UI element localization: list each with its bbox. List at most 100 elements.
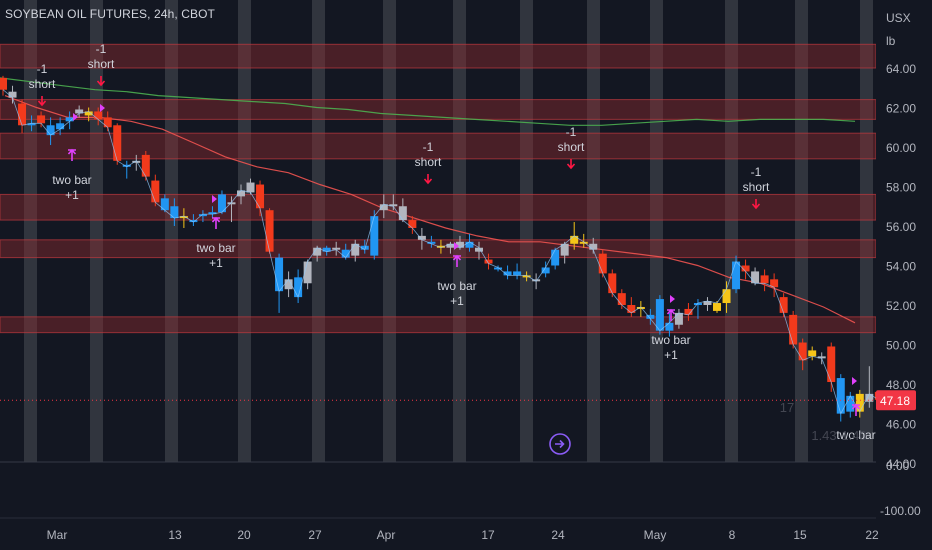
candle[interactable] (665, 312, 674, 337)
candle-body (494, 267, 503, 270)
candle[interactable] (151, 174, 160, 207)
candle[interactable] (179, 208, 188, 228)
candle[interactable] (560, 241, 569, 264)
candle[interactable] (398, 198, 407, 223)
candle-body (627, 305, 636, 313)
replay-logo-icon[interactable] (548, 432, 572, 456)
candle-body (122, 164, 131, 167)
candle[interactable] (617, 289, 626, 309)
zone-band (0, 193, 877, 221)
long-signal[interactable]: two bar (836, 403, 876, 442)
candle[interactable] (265, 208, 274, 254)
candle[interactable] (46, 117, 55, 146)
candle[interactable] (275, 253, 284, 313)
candle[interactable] (770, 273, 779, 298)
candle[interactable] (722, 281, 731, 313)
candle[interactable] (217, 190, 226, 215)
candle[interactable] (541, 261, 550, 278)
candle[interactable] (513, 263, 522, 280)
long-signal[interactable]: two bar+1 (196, 216, 236, 270)
candle[interactable] (579, 233, 588, 248)
candle[interactable] (636, 301, 645, 317)
candle[interactable] (494, 265, 503, 272)
candle[interactable] (227, 196, 236, 223)
candle[interactable] (122, 160, 131, 179)
long-signal[interactable]: two bar+1 (437, 254, 477, 308)
candle[interactable] (160, 194, 169, 213)
candle[interactable] (18, 99, 27, 134)
candle[interactable] (8, 85, 17, 104)
candle[interactable] (503, 265, 512, 280)
candle[interactable] (322, 245, 331, 256)
candle[interactable] (132, 154, 141, 171)
candle[interactable] (189, 214, 198, 226)
candle[interactable] (284, 271, 293, 298)
candle[interactable] (855, 389, 864, 418)
candle[interactable] (674, 308, 683, 329)
time-axis[interactable] (0, 518, 932, 550)
candle[interactable] (84, 107, 93, 122)
candle[interactable] (417, 227, 426, 250)
candle[interactable] (332, 241, 341, 256)
candle[interactable] (246, 178, 255, 195)
candle[interactable] (693, 299, 702, 319)
candle[interactable] (760, 269, 769, 292)
candle-body (722, 289, 731, 304)
candle[interactable] (741, 259, 750, 280)
candle[interactable] (827, 342, 836, 392)
candle-body (170, 206, 179, 219)
candle[interactable] (484, 253, 493, 270)
candle[interactable] (94, 107, 103, 126)
candle[interactable] (436, 239, 445, 254)
candle[interactable] (379, 194, 388, 219)
candle[interactable] (208, 206, 217, 219)
long-signal[interactable]: two bar+1 (52, 148, 92, 202)
candle[interactable] (655, 295, 664, 335)
candle[interactable] (198, 210, 207, 223)
candle[interactable] (551, 247, 560, 270)
candle[interactable] (170, 198, 179, 226)
candle-body (560, 243, 569, 256)
candle[interactable] (798, 338, 807, 371)
price-axis[interactable] (876, 0, 932, 550)
candle-body (751, 271, 760, 284)
candle[interactable] (751, 267, 760, 286)
candle[interactable] (303, 259, 312, 290)
signal-label: two bar (651, 333, 690, 347)
candle[interactable] (865, 366, 874, 408)
candle[interactable] (427, 235, 436, 248)
candle[interactable] (360, 239, 369, 254)
candle-body (370, 216, 379, 256)
candle[interactable] (475, 241, 483, 260)
date-tick: 13 (168, 528, 182, 542)
candle-body (389, 204, 398, 207)
candle[interactable] (0, 75, 7, 96)
candle[interactable] (684, 303, 693, 321)
candle[interactable] (589, 237, 598, 254)
candle[interactable] (789, 310, 798, 349)
candle[interactable] (389, 194, 398, 211)
candle[interactable] (627, 297, 636, 317)
candle[interactable] (646, 308, 655, 325)
candle[interactable] (65, 111, 74, 130)
candle[interactable] (408, 216, 417, 234)
long-signal[interactable]: two bar+1 (651, 308, 691, 362)
candle[interactable] (141, 150, 150, 181)
candle[interactable] (703, 297, 712, 311)
candle[interactable] (808, 346, 817, 361)
candle[interactable] (370, 210, 379, 260)
candle[interactable] (37, 111, 46, 128)
candle[interactable] (522, 271, 531, 282)
candle[interactable] (56, 117, 65, 136)
candle[interactable] (237, 184, 245, 205)
candle[interactable] (465, 233, 474, 252)
candle[interactable] (75, 105, 84, 118)
candle[interactable] (113, 123, 122, 165)
